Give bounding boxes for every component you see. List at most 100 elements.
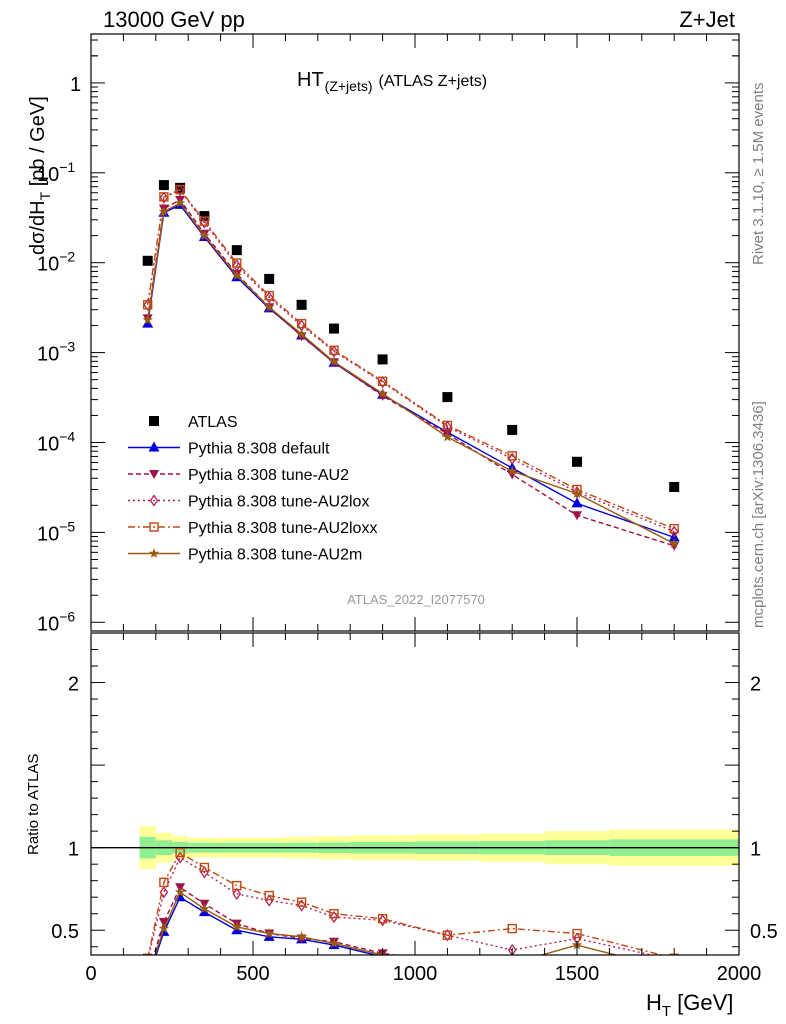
ylabel-main: dσ/dH (27, 200, 49, 255)
data-point (231, 270, 242, 280)
data-point (158, 180, 169, 191)
data-point (507, 424, 518, 435)
x-tick-label: 1000 (393, 963, 438, 985)
ratio-y-tick-label: 1 (68, 839, 79, 861)
data-point (264, 301, 275, 312)
ratio-point (264, 928, 275, 938)
ratio-point (231, 921, 242, 932)
xlabel-sub: T (662, 1003, 671, 1020)
y-tick-label: 10−1 (37, 159, 75, 186)
ylabel-rest: [pb / GeV] (27, 96, 49, 192)
data-point (442, 392, 453, 403)
legend-marker (149, 416, 159, 426)
ratio-point (572, 928, 582, 939)
xlabel-rest: [GeV] (671, 990, 733, 1015)
series-line (147, 204, 675, 539)
analysis-label: ATLAS_2022_I2077570 (347, 592, 485, 607)
x-tick-label: 2000 (717, 963, 762, 985)
ratio-point (328, 937, 340, 948)
ratio-point (447, 954, 448, 955)
data-point (377, 376, 388, 386)
data-point (329, 345, 339, 356)
data-point (199, 230, 210, 241)
legend-marker (148, 441, 160, 452)
x-tick-label: 1500 (555, 963, 600, 985)
ratio-point (669, 961, 680, 971)
header-left-label: 13000 GeV pp (103, 7, 245, 32)
data-point (159, 192, 169, 202)
data-point (199, 216, 210, 226)
data-point (571, 497, 583, 508)
ratio-point (507, 958, 517, 968)
xlabel-main: H (646, 990, 662, 1015)
data-point (174, 197, 186, 208)
ratio-point (264, 890, 274, 901)
data-point (669, 538, 680, 549)
x-axis-title: HT [GeV] (646, 990, 733, 1020)
ratio-y-axis: 0.5 0.5 1 1 2 2 (51, 649, 778, 948)
ratio-y-tick-label-right: 1 (750, 839, 761, 861)
data-point (296, 318, 307, 329)
ratio-y-tick-label-right: 0.5 (750, 921, 778, 943)
ratio-series (142, 847, 680, 981)
data-point (669, 525, 679, 538)
data-point (175, 182, 186, 193)
ratio-y-tick-label: 2 (68, 674, 79, 696)
y-tick-label: 10−2 (37, 249, 75, 276)
legend-marker (149, 470, 159, 479)
data-point (377, 388, 388, 398)
ratio-point (329, 909, 339, 919)
ratio-point (199, 903, 210, 914)
data-point (377, 354, 388, 365)
ratio-point (296, 897, 307, 907)
data-point (442, 420, 453, 431)
data-point (442, 431, 453, 442)
data-point (669, 481, 680, 492)
data-point (231, 245, 242, 256)
title-rest: (ATLAS Z+jets) (379, 73, 488, 90)
legend-marker (149, 494, 159, 507)
y-tick-label: 10−4 (37, 428, 75, 455)
ratio-point (232, 880, 242, 891)
data-point (571, 488, 583, 499)
y-axis-title: dσ/dHT [pb / GeV] (27, 96, 53, 255)
ratio-x-axis: 0 500 1000 1500 2000 (85, 633, 761, 985)
title-main: HT (297, 69, 324, 91)
ratio-point (143, 971, 153, 981)
data-point (669, 523, 679, 534)
ratio-y-axis-title: Ratio to ATLAS (25, 754, 42, 855)
ratio-point (264, 894, 274, 907)
ratio-panel: 0.5 0.5 1 1 2 2 0 500 1000 1500 2000 (51, 632, 778, 985)
y-tick-label: 10−5 (37, 518, 75, 545)
ratio-point (200, 866, 209, 879)
data-point (377, 391, 388, 401)
data-point (572, 511, 582, 521)
ratio-point (507, 943, 517, 955)
side-label-top: Rivet 3.1.10, ≥ 1.5M events (750, 83, 767, 266)
data-point (232, 258, 242, 268)
y-tick-label: 10−6 (37, 608, 75, 635)
ratio-point (377, 913, 388, 924)
data-point (328, 356, 340, 367)
header-right-label: Z+Jet (679, 7, 735, 32)
ratio-point (174, 886, 186, 897)
data-point (296, 328, 307, 339)
legend-marker (149, 522, 159, 532)
ratio-point (507, 968, 517, 977)
ratio-point (142, 953, 153, 955)
x-tick-label: 0 (85, 963, 96, 985)
ratio-point (443, 929, 452, 942)
legend-label: Pythia 8.308 default (188, 441, 330, 458)
ratio-panel-frame (90, 632, 740, 956)
data-point (329, 323, 339, 334)
data-point (507, 465, 518, 476)
ratio-point (296, 931, 307, 942)
data-point (296, 299, 307, 310)
main-panel: 1 10−1 10−2 10−3 10−4 10−5 10−6 ATLAS Pythia 8.3… (37, 33, 740, 635)
ratio-point (199, 862, 210, 873)
main-y-axis: 1 10−1 10−2 10−3 10−4 10−5 10−6 (37, 39, 739, 635)
ratio-point (159, 886, 169, 899)
ratio-point (175, 847, 185, 858)
data-point (175, 184, 185, 195)
ratio-point (231, 924, 243, 935)
